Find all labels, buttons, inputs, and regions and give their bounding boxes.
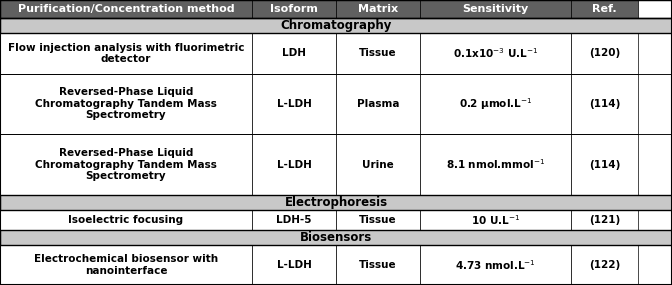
Bar bbox=[252, 245, 336, 285]
Text: Urine: Urine bbox=[362, 160, 394, 170]
Text: Electrophoresis: Electrophoresis bbox=[284, 196, 388, 209]
Text: Isoform: Isoform bbox=[270, 4, 318, 14]
Text: Sensitivity: Sensitivity bbox=[462, 4, 529, 14]
Text: Biosensors: Biosensors bbox=[300, 231, 372, 244]
Text: Flow injection analysis with fluorimetric
detector: Flow injection analysis with fluorimetri… bbox=[8, 42, 244, 64]
Bar bbox=[571, 0, 638, 19]
Text: L-LDH: L-LDH bbox=[277, 260, 311, 270]
Text: Purification/Concentration method: Purification/Concentration method bbox=[17, 4, 235, 14]
Bar bbox=[0, 134, 672, 195]
Bar bbox=[420, 33, 571, 74]
Bar bbox=[0, 134, 252, 195]
Text: Ref.: Ref. bbox=[593, 4, 617, 14]
Text: Isoelectric focusing: Isoelectric focusing bbox=[69, 215, 183, 225]
Text: Chromatography: Chromatography bbox=[280, 19, 392, 32]
Bar bbox=[336, 33, 420, 74]
Bar bbox=[252, 74, 336, 134]
Bar bbox=[0, 209, 672, 230]
Text: L-LDH: L-LDH bbox=[277, 160, 311, 170]
Bar bbox=[0, 230, 672, 245]
Bar bbox=[336, 134, 420, 195]
Bar bbox=[571, 134, 638, 195]
Text: L-LDH: L-LDH bbox=[277, 99, 311, 109]
Text: Tissue: Tissue bbox=[360, 215, 396, 225]
Bar bbox=[252, 134, 336, 195]
Bar bbox=[420, 74, 571, 134]
Bar bbox=[0, 230, 672, 245]
Bar bbox=[252, 209, 336, 230]
Bar bbox=[571, 209, 638, 230]
Bar bbox=[0, 209, 252, 230]
Bar bbox=[252, 0, 336, 19]
Text: 8.1 nmol.mmol$^{-1}$: 8.1 nmol.mmol$^{-1}$ bbox=[446, 158, 545, 172]
Bar bbox=[0, 0, 252, 19]
Text: 0.2 μmol.L$^{-1}$: 0.2 μmol.L$^{-1}$ bbox=[459, 96, 532, 112]
Bar bbox=[420, 134, 571, 195]
Bar bbox=[336, 209, 420, 230]
Bar bbox=[0, 245, 672, 285]
Text: (121): (121) bbox=[589, 215, 620, 225]
Bar bbox=[336, 74, 420, 134]
Bar bbox=[571, 74, 638, 134]
Bar bbox=[571, 245, 638, 285]
Bar bbox=[0, 19, 672, 33]
Bar bbox=[420, 245, 571, 285]
Text: (120): (120) bbox=[589, 48, 620, 58]
Text: Tissue: Tissue bbox=[360, 48, 396, 58]
Bar bbox=[571, 33, 638, 74]
Bar bbox=[252, 33, 336, 74]
Text: Tissue: Tissue bbox=[360, 260, 396, 270]
Text: Reversed-Phase Liquid
Chromatography Tandem Mass
Spectrometry: Reversed-Phase Liquid Chromatography Tan… bbox=[35, 87, 217, 121]
Bar bbox=[0, 195, 672, 209]
Text: (114): (114) bbox=[589, 99, 620, 109]
Text: Electrochemical biosensor with
nanointerface: Electrochemical biosensor with nanointer… bbox=[34, 254, 218, 276]
Bar bbox=[0, 74, 252, 134]
Text: Matrix: Matrix bbox=[358, 4, 398, 14]
Bar bbox=[0, 245, 252, 285]
Text: LDH-5: LDH-5 bbox=[276, 215, 312, 225]
Bar bbox=[0, 33, 672, 74]
Text: 0.1x10$^{-3}$ U.L$^{-1}$: 0.1x10$^{-3}$ U.L$^{-1}$ bbox=[453, 46, 538, 60]
Text: (122): (122) bbox=[589, 260, 620, 270]
Bar bbox=[336, 245, 420, 285]
Bar bbox=[0, 19, 672, 33]
Bar bbox=[0, 0, 672, 19]
Bar bbox=[336, 0, 420, 19]
Bar bbox=[420, 209, 571, 230]
Bar bbox=[420, 0, 571, 19]
Text: LDH: LDH bbox=[282, 48, 306, 58]
Bar bbox=[0, 195, 672, 209]
Text: 4.73 nmol.L$^{-1}$: 4.73 nmol.L$^{-1}$ bbox=[455, 258, 536, 272]
Bar bbox=[0, 33, 252, 74]
Bar bbox=[0, 74, 672, 134]
Text: 10 U.L$^{-1}$: 10 U.L$^{-1}$ bbox=[471, 213, 520, 227]
Text: (114): (114) bbox=[589, 160, 620, 170]
Text: Plasma: Plasma bbox=[357, 99, 399, 109]
Text: Reversed-Phase Liquid
Chromatography Tandem Mass
Spectrometry: Reversed-Phase Liquid Chromatography Tan… bbox=[35, 148, 217, 181]
